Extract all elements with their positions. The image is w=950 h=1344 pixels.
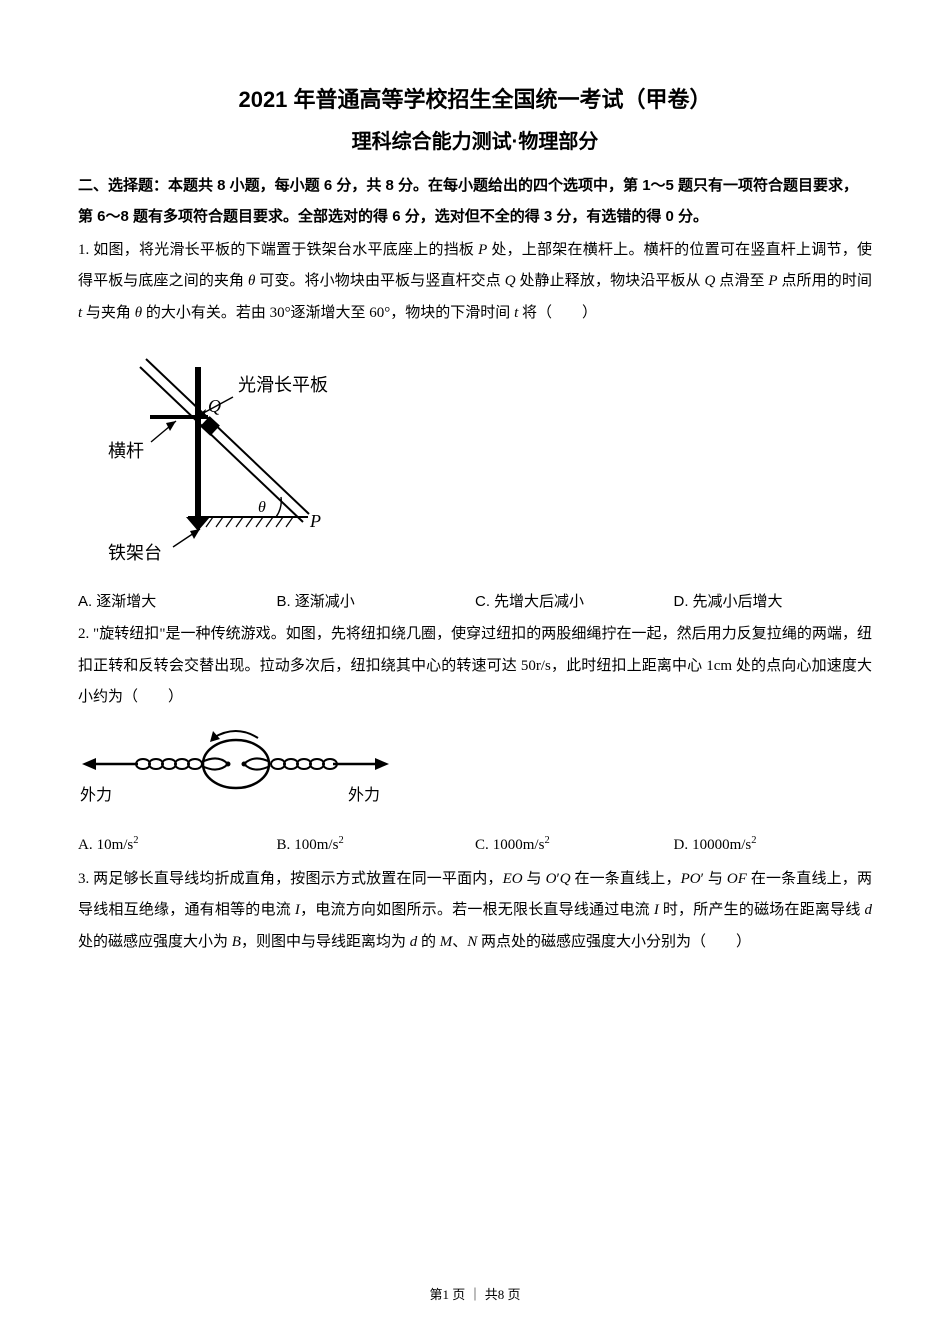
q3-text-i: ，则图中与导线距离均为 [241,934,410,950]
q1-option-a: A.逐渐增大 [78,586,277,618]
q1-fig-P: P [309,511,321,531]
q1-figure: 光滑长平板 横杆 铁架台 Q P θ [78,337,872,580]
q1-P2: P [768,273,777,289]
q2-optD-sup: 2 [751,835,756,846]
q2-option-c: C.1000m/s2 [475,830,674,862]
q3-B: B [232,934,241,950]
opt-label-a: A. [78,837,93,853]
q1-fig-Q: Q [208,396,221,416]
q2-optA-text: 10m/s [97,837,134,853]
q1-option-d: D.先减小后增大 [674,586,873,618]
q2-optB-text: 100m/s [294,837,338,853]
q2-optC-text: 1000m/s [493,837,545,853]
q2-fig-force-l: 外力 [80,786,112,804]
question-2: 2. "旋转纽扣"是一种传统游戏。如图，先将纽扣绕几圈，使穿过纽扣的两股细绳拧在… [78,619,872,714]
q3-d1: d [865,902,873,918]
q1-text-g: 与夹角 [82,305,135,321]
q1-optD-text: 先减小后增大 [693,593,783,610]
opt-label-d: D. [674,593,689,610]
q3-text-g: 时，所产生的磁场在距离导线 [659,902,865,918]
q1-fig-theta: θ [258,499,266,516]
q2-optC-sup: 2 [544,835,549,846]
exam-title: 2021 年普通高等学校招生全国统一考试（甲卷） [78,80,872,120]
q1-text-e: 点滑至 [715,273,768,289]
q1-text-a: 如图，将光滑长平板的下端置于铁架台水平底座上的挡板 [93,242,478,258]
q1-Q2: Q [705,273,716,289]
exam-subtitle: 理科综合能力测试·物理部分 [78,120,872,164]
q1-option-b: B.逐渐减小 [277,586,476,618]
q1-options: A.逐渐增大 B.逐渐减小 C.先增大后减小 D.先减小后增大 [78,586,872,618]
page-footer: 第1 页 ｜ 共8 页 [0,1281,950,1308]
q1-option-c: C.先增大后减小 [475,586,674,618]
q1-optB-text: 逐渐减小 [295,593,355,610]
opt-label-b: B. [277,593,291,610]
opt-label-d: D. [674,837,689,853]
q1-text-c: 可变。将小物块由平板与竖直杆交点 [255,273,504,289]
q1-text-d: 处静止释放，物块沿平板从 [516,273,705,289]
q3-text-j: 的 [417,934,440,950]
section-instructions: 二、选择题：本题共 8 小题，每小题 6 分，共 8 分。在每小题给出的四个选项… [78,170,872,233]
q3-text-l: 两点处的磁感应强度大小分别为（ ） [477,934,751,950]
opt-label-a: A. [78,593,92,610]
q3-text-h: 处的磁感应强度大小为 [78,934,232,950]
q2-option-b: B.100m/s2 [277,830,476,862]
q3-number: 3. [78,871,93,887]
opt-label-c: C. [475,837,489,853]
q1-optC-text: 先增大后减小 [494,593,584,610]
q1-text-f: 点所用的时间 [778,273,872,289]
q2-fig-force-r: 外力 [348,786,380,804]
q2-text: "旋转纽扣"是一种传统游戏。如图，先将纽扣绕几圈，使穿过纽扣的两股细绳拧在一起，… [78,626,872,705]
question-3: 3. 两足够长直导线均折成直角，按图示方式放置在同一平面内，EO 与 O′Q 在… [78,864,872,959]
q1-fig-stand-label: 铁架台 [108,543,162,563]
q1-fig-plane-label: 光滑长平板 [238,375,328,395]
q3-text-b: 与 [523,871,546,887]
q1-P: P [478,242,487,258]
q3-text-d: 与 [704,871,727,887]
q1-optA-text: 逐渐增大 [96,593,156,610]
q1-number: 1. [78,242,93,258]
q3-text-c: 在一条直线上， [571,871,681,887]
q3-Q3: Q [560,871,571,887]
q3-EO: EO [503,871,523,887]
q2-options: A.10m/s2 B.100m/s2 C.1000m/s2 D.10000m/s… [78,830,872,862]
q3-OF: OF [727,871,747,887]
q2-optB-sup: 2 [338,835,343,846]
q2-figure: 外力 外力 [78,722,872,825]
q2-optD-text: 10000m/s [692,837,751,853]
q2-option-d: D.10000m/s2 [674,830,873,862]
q1-Q: Q [505,273,516,289]
q1-theta2: θ [135,305,142,321]
q3-text-f: ，电流方向如图所示。若一根无限长直导线通过电流 [300,902,654,918]
q3-text-k: 、 [452,934,467,950]
q3-M: M [440,934,453,950]
question-1: 1. 如图，将光滑长平板的下端置于铁架台水平底座上的挡板 P 处，上部架在横杆上… [78,235,872,330]
q2-number: 2. [78,626,93,642]
q2-optA-sup: 2 [133,835,138,846]
q1-fig-bar-label: 横杆 [108,441,144,461]
opt-label-b: B. [277,837,291,853]
q3-text-a: 两足够长直导线均折成直角，按图示方式放置在同一平面内， [93,871,502,887]
q3-O: O [546,871,557,887]
opt-label-c: C. [475,593,490,610]
q3-N: N [467,934,477,950]
q2-option-a: A.10m/s2 [78,830,277,862]
q1-text-h: 的大小有关。若由 30°逐渐增大至 60°，物块的下滑时间 [142,305,514,321]
q1-text-i: 将（ ） [518,305,597,321]
q3-PO: PO [681,871,701,887]
